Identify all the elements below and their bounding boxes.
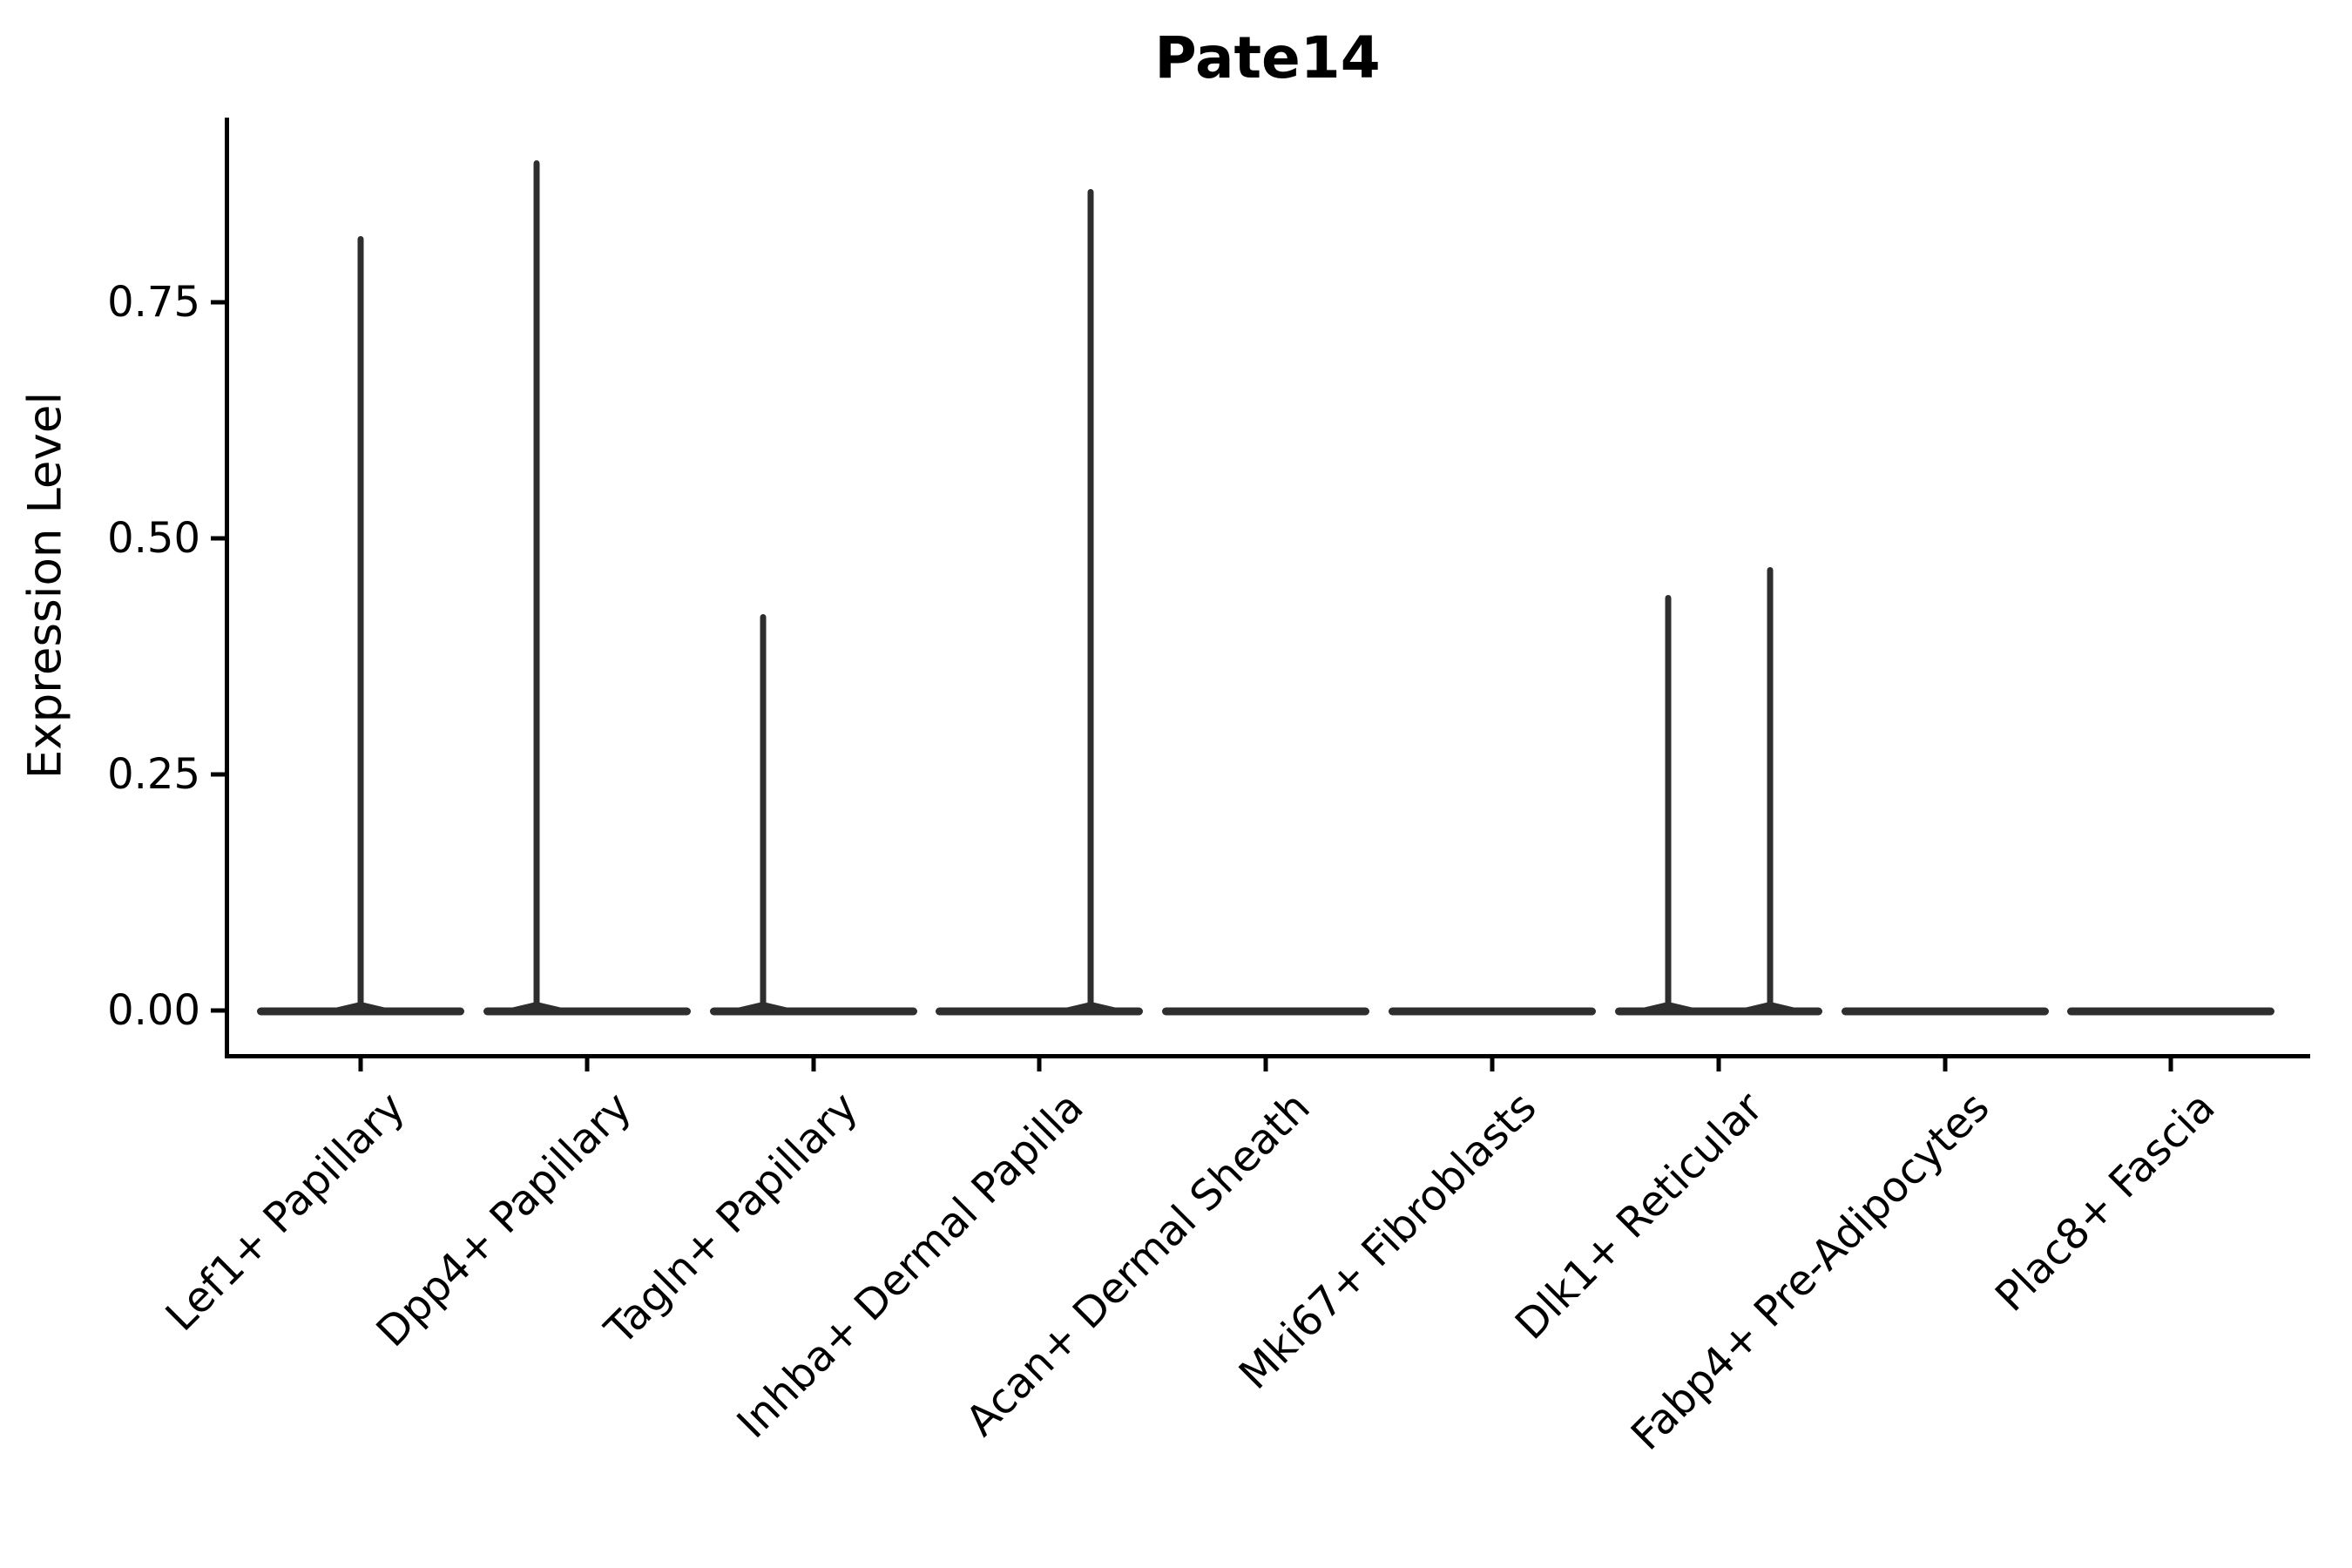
- x-tick-mark: [2168, 1057, 2173, 1071]
- violin-spike: [760, 613, 767, 1014]
- x-tick-mark: [811, 1057, 816, 1071]
- x-tick-mark: [1490, 1057, 1495, 1071]
- x-tick-mark: [1263, 1057, 1268, 1071]
- x-tick-mark: [585, 1057, 590, 1071]
- violin-spike: [1767, 566, 1774, 1014]
- y-tick-mark: [211, 772, 225, 777]
- x-tick-mark: [358, 1057, 363, 1071]
- x-tick-label: Mki67+ Fibroblasts: [1229, 1083, 1546, 1399]
- x-tick-label: Acan+ Dermal Sheath: [956, 1083, 1320, 1446]
- y-tick-label: 0.25: [107, 750, 200, 799]
- violin-body: [1389, 1007, 1596, 1016]
- y-tick-label: 0.00: [107, 986, 200, 1035]
- x-tick-label: Dlk1+ Reticular: [1505, 1083, 1773, 1349]
- violin-body: [709, 1007, 917, 1016]
- y-tick-mark: [211, 536, 225, 541]
- y-axis-spine: [225, 118, 229, 1058]
- y-tick-mark: [211, 1008, 225, 1013]
- x-tick-label: Plac8+ Fascia: [1986, 1083, 2225, 1321]
- x-tick-label: Fabp4+ Pre-Adipocytes: [1621, 1083, 1999, 1460]
- violin-spike: [357, 236, 364, 1014]
- y-tick-label: 0.50: [107, 514, 200, 563]
- violin-body: [1162, 1007, 1370, 1016]
- violin-body: [483, 1007, 691, 1016]
- y-tick-mark: [211, 300, 225, 305]
- violin-spike: [1087, 188, 1094, 1014]
- y-tick-label: 0.75: [107, 278, 200, 327]
- x-tick-mark: [1716, 1057, 1721, 1071]
- x-tick-label: Lef1+ Papillary: [156, 1083, 415, 1341]
- violin-spike: [533, 160, 540, 1014]
- x-axis-spine: [225, 1054, 2310, 1058]
- violin-body: [2067, 1007, 2275, 1016]
- violin-spike: [1665, 595, 1672, 1014]
- x-tick-mark: [1943, 1057, 1948, 1071]
- violin-body: [1614, 1007, 1822, 1016]
- x-tick-mark: [1037, 1057, 1042, 1071]
- violin-body: [936, 1007, 1144, 1016]
- y-axis-title-text: Expression Level: [18, 391, 72, 780]
- chart-title: Pate14: [1154, 24, 1381, 91]
- x-tick-label: Tagln+ Papillary: [595, 1083, 868, 1355]
- x-tick-label: Dpp4+ Papillary: [367, 1083, 641, 1357]
- violin-body: [1841, 1007, 2049, 1016]
- x-tick-label: Inhba+ Dermal Papilla: [727, 1083, 1093, 1449]
